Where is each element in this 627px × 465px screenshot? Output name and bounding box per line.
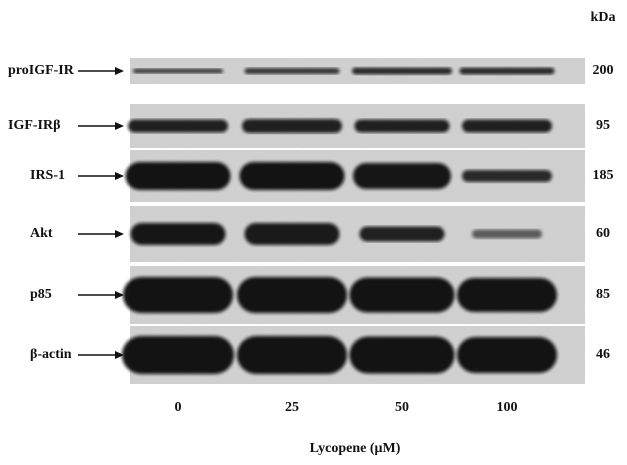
band — [239, 162, 345, 190]
row-label: IGF-IRβ — [8, 118, 61, 133]
arrow-head — [115, 230, 124, 238]
band — [354, 119, 450, 133]
row-label: Akt — [30, 226, 53, 241]
unit-header: kDa — [591, 10, 616, 25]
band — [352, 67, 452, 75]
band — [237, 336, 347, 374]
arrow-head — [115, 351, 124, 359]
kda-label: 60 — [596, 226, 610, 241]
band — [462, 119, 552, 133]
arrow-head — [115, 122, 124, 130]
band — [459, 67, 555, 75]
row-label: proIGF-IR — [8, 63, 75, 78]
band — [349, 277, 455, 313]
band — [472, 229, 542, 239]
band — [349, 336, 455, 374]
band — [128, 119, 228, 133]
band — [133, 68, 223, 74]
band — [353, 163, 451, 189]
band — [359, 226, 445, 242]
row-label: p85 — [30, 287, 52, 302]
arrow-head — [115, 67, 124, 75]
row-label: IRS-1 — [30, 168, 65, 183]
band — [123, 277, 233, 313]
kda-label: 46 — [596, 347, 610, 362]
band — [237, 277, 347, 313]
lane-label: 50 — [395, 400, 409, 415]
arrow-head — [115, 291, 124, 299]
kda-label: 200 — [593, 63, 614, 78]
lane-label: 0 — [175, 400, 182, 415]
band — [457, 337, 557, 373]
row-label: β-actin — [30, 347, 72, 362]
kda-label: 185 — [593, 168, 614, 183]
band — [462, 170, 552, 182]
lane-label: 25 — [285, 400, 299, 415]
kda-label: 85 — [596, 287, 610, 302]
band — [457, 278, 557, 312]
band — [130, 223, 226, 245]
arrow-head — [115, 172, 124, 180]
x-axis-label: Lycopene (μM) — [310, 441, 401, 456]
band — [125, 162, 231, 190]
lane-label: 100 — [497, 400, 518, 415]
kda-label: 95 — [596, 118, 610, 133]
band — [244, 223, 340, 245]
band — [122, 336, 234, 374]
band — [244, 68, 340, 74]
band — [242, 119, 342, 133]
